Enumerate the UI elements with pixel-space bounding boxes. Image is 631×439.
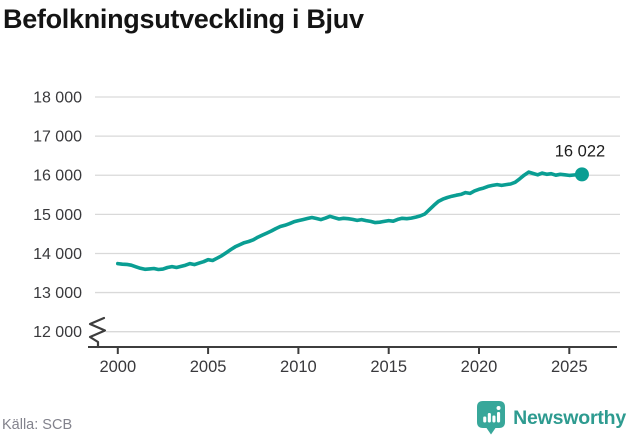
- axis-break-icon: [88, 316, 107, 349]
- y-tick-label: 15 000: [33, 207, 82, 224]
- x-tick-label: 2015: [370, 358, 407, 376]
- x-tick-label: 2010: [280, 358, 317, 376]
- y-tick-label: 13 000: [33, 285, 82, 302]
- page-title: Befolkningsutveckling i Bjuv: [3, 4, 364, 34]
- newsworthy-wordmark: Newsworthy: [513, 406, 626, 429]
- y-tick-label: 14 000: [33, 246, 82, 263]
- population-line: [116, 170, 584, 272]
- y-tick-label: 18 000: [33, 90, 82, 107]
- x-tick-label: 2000: [99, 358, 136, 376]
- x-tick-label: 2025: [551, 358, 588, 376]
- y-tick-label: 17 000: [33, 129, 82, 146]
- end-point-dot: [574, 167, 589, 182]
- source-text: Källa: SCB: [2, 417, 73, 433]
- x-tick-label: 2020: [461, 358, 498, 376]
- end-point-label: 16 022: [555, 142, 605, 160]
- x-tick-label: 2005: [190, 358, 227, 376]
- y-tick-label: 12 000: [33, 324, 82, 341]
- newsworthy-bubble-chart-icon: [477, 401, 506, 435]
- y-tick-label: 16 000: [33, 168, 82, 185]
- newsworthy-logo[interactable]: Newsworthy: [477, 401, 626, 435]
